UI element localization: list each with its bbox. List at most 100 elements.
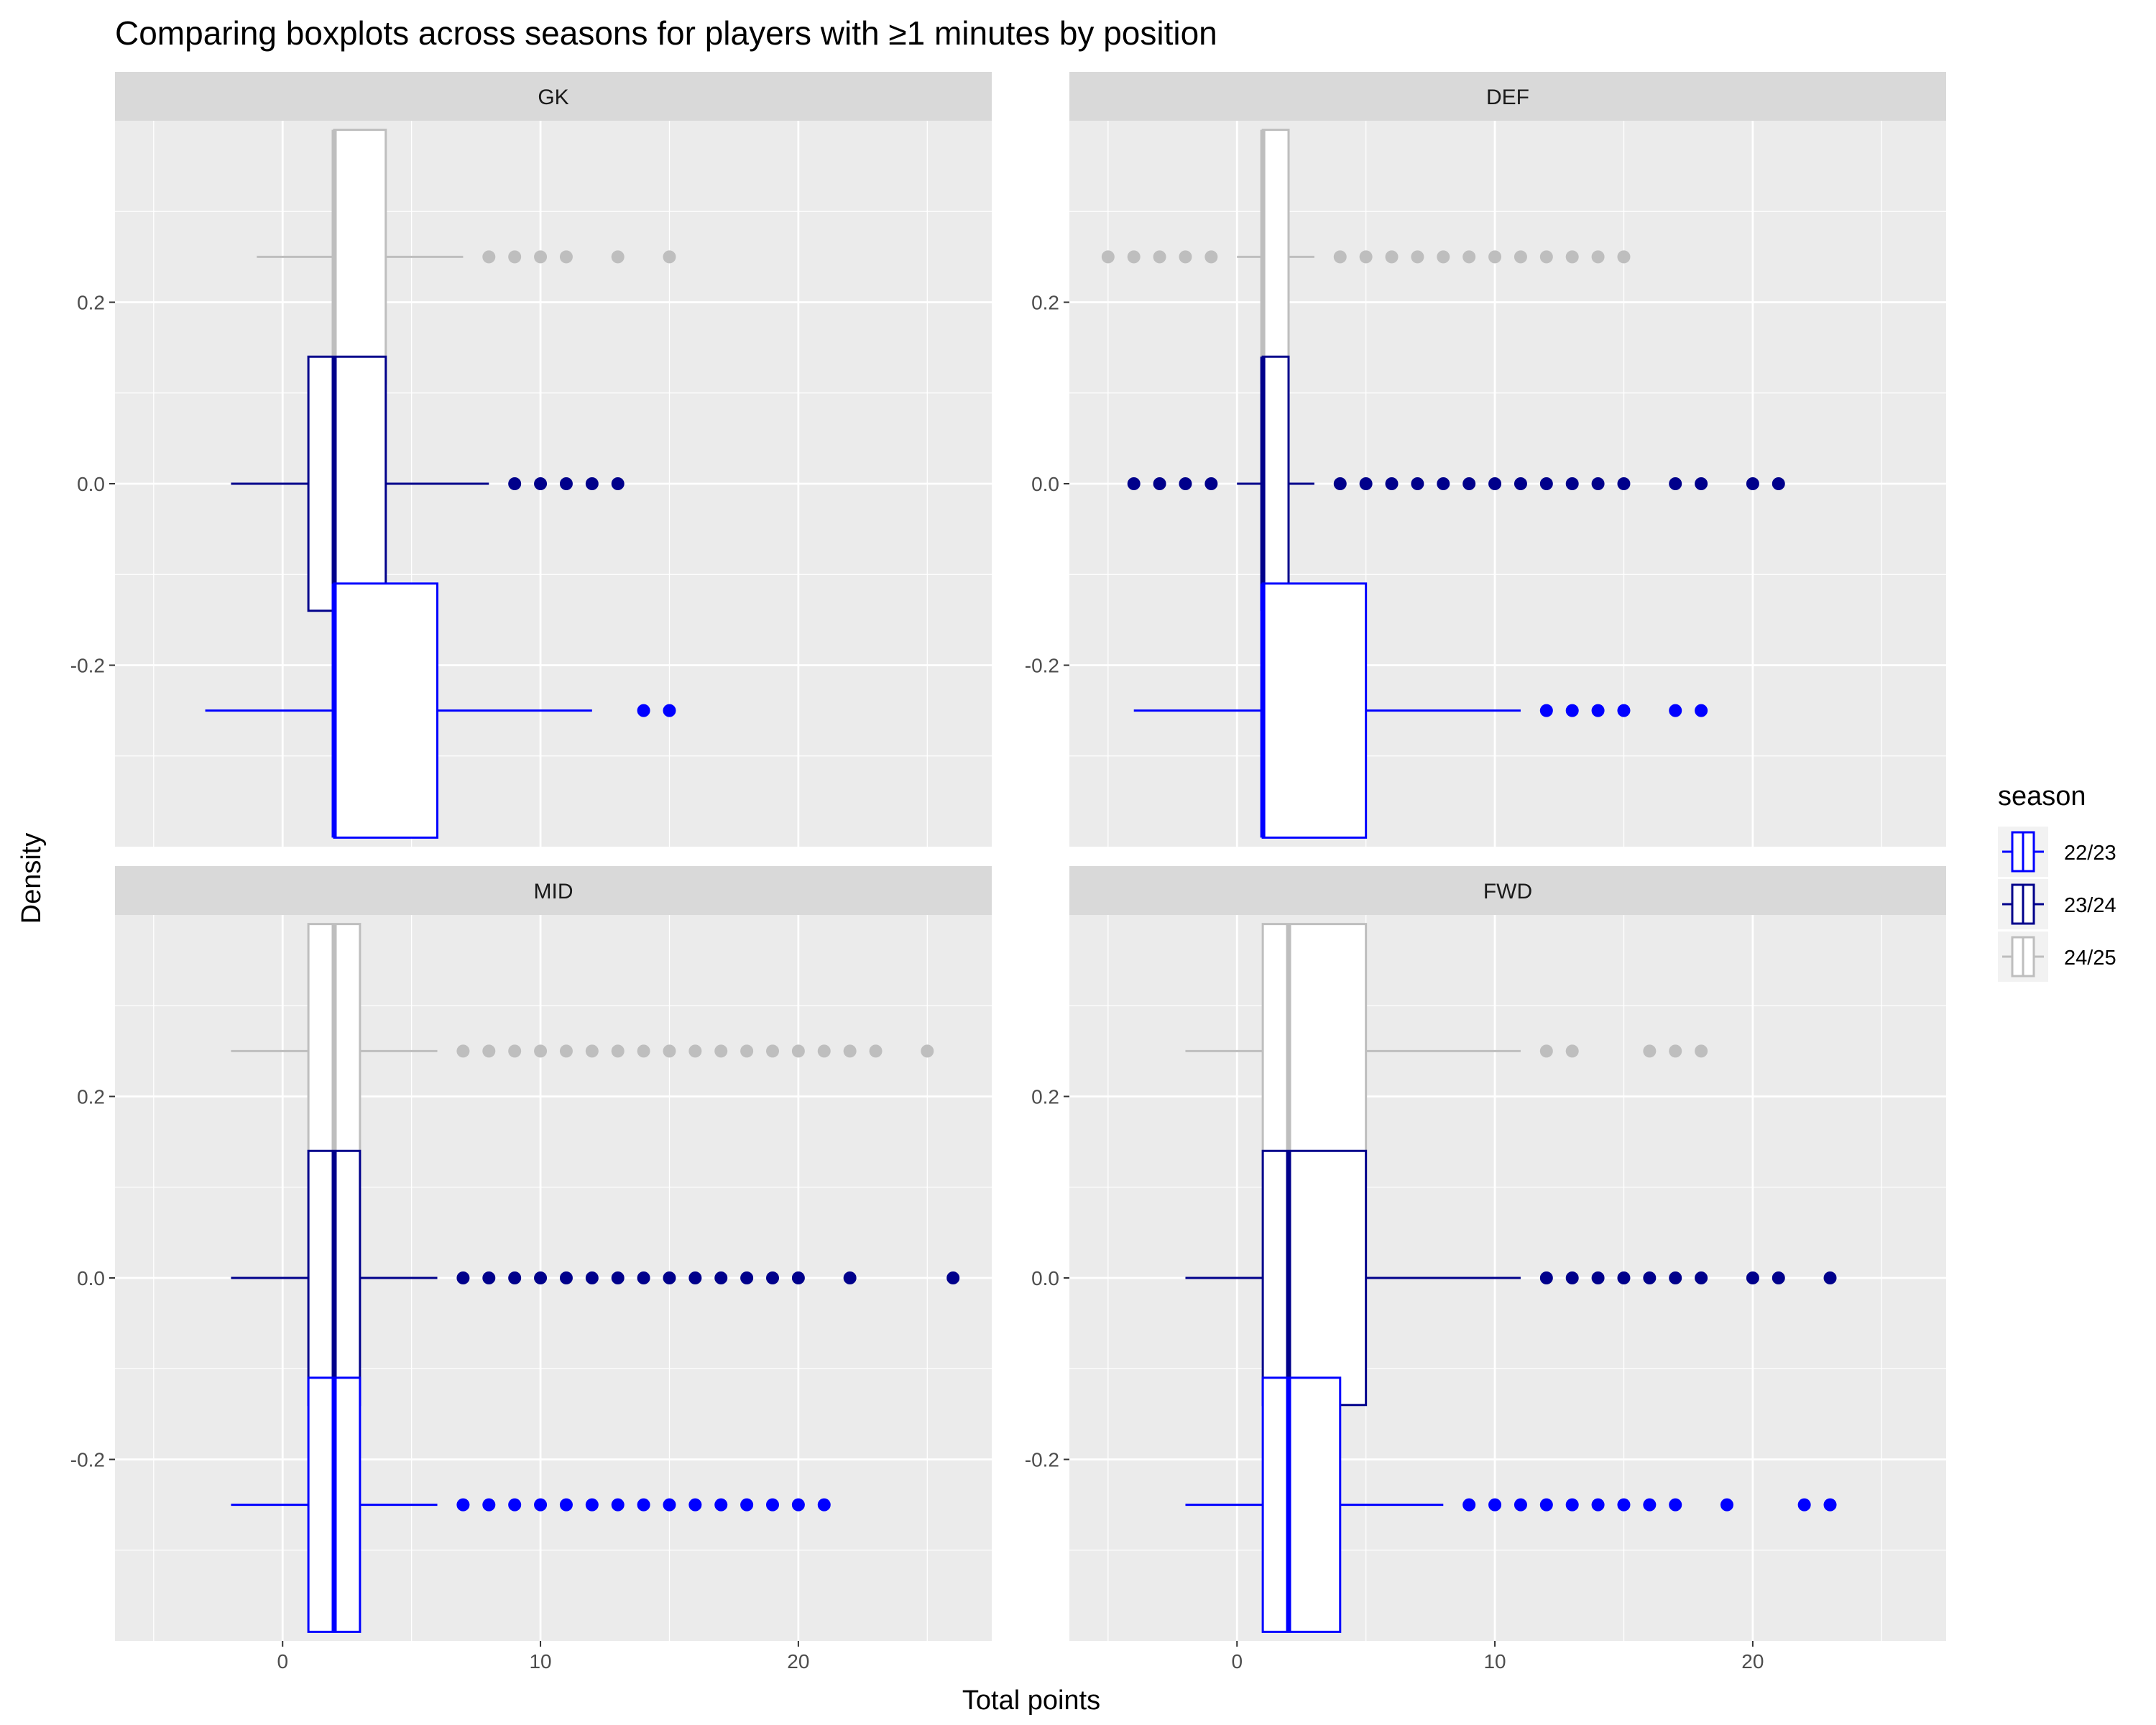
outlier-point — [637, 1271, 650, 1284]
outlier-point — [1669, 477, 1682, 490]
outlier-point — [611, 1498, 625, 1512]
outlier-point — [508, 1044, 522, 1058]
box-iqr — [1261, 923, 1368, 1179]
box-23-24 — [1185, 1149, 1837, 1407]
y-tick-label: -0.2 — [70, 655, 105, 677]
box-iqr — [1261, 355, 1290, 612]
outlier-point — [1591, 1271, 1605, 1284]
outlier-point — [1359, 250, 1373, 264]
y-tick-label: 0.2 — [1031, 292, 1059, 314]
outlier-point — [559, 1044, 573, 1058]
legend-title: season — [1998, 781, 2086, 811]
outlier-point — [1359, 477, 1373, 490]
outlier-point — [1772, 1271, 1785, 1284]
outlier-point — [766, 1271, 779, 1284]
outlier-point — [714, 1271, 728, 1284]
outlier-point — [1591, 250, 1605, 264]
outlier-point — [1539, 250, 1553, 264]
outlier-point — [1437, 477, 1450, 490]
outlier-point — [1514, 1498, 1527, 1512]
box-24-25 — [257, 129, 676, 385]
y-tick-label: 0.0 — [1031, 473, 1059, 495]
y-tick-label: -0.2 — [1025, 1449, 1059, 1471]
box-iqr — [333, 582, 439, 839]
outlier-point — [663, 250, 676, 264]
outlier-point — [1539, 704, 1553, 717]
y-tick-label: 0.0 — [77, 473, 105, 495]
legend-key-24-25: 24/25 — [1998, 932, 2116, 982]
outlier-point — [1591, 1498, 1605, 1512]
y-tick-label: 0.2 — [77, 1086, 105, 1108]
outlier-point — [1462, 477, 1476, 490]
outlier-point — [1617, 477, 1631, 490]
outlier-point — [611, 477, 625, 490]
box-iqr — [1261, 582, 1368, 839]
outlier-point — [1797, 1498, 1811, 1512]
outlier-point — [585, 477, 599, 490]
box-22-23 — [231, 1376, 831, 1633]
outlier-point — [1823, 1271, 1837, 1284]
outlier-point — [1720, 1498, 1733, 1512]
box-24-25 — [1185, 923, 1708, 1179]
outlier-point — [508, 250, 522, 264]
outlier-point — [482, 1044, 496, 1058]
outlier-point — [508, 1271, 522, 1284]
outlier-point — [663, 1271, 676, 1284]
outlier-point — [1591, 704, 1605, 717]
outlier-point — [1462, 250, 1476, 264]
outlier-point — [921, 1044, 934, 1058]
outlier-point — [1153, 477, 1166, 490]
y-tick-label: 0.2 — [77, 292, 105, 314]
outlier-point — [1565, 704, 1579, 717]
box-22-23 — [1133, 582, 1708, 839]
x-tick-label: 10 — [529, 1650, 551, 1673]
outlier-point — [791, 1271, 805, 1284]
outlier-point — [1695, 1044, 1708, 1058]
outlier-point — [1514, 477, 1527, 490]
outlier-point — [456, 1044, 470, 1058]
chart-title: Comparing boxplots across seasons for pl… — [115, 14, 1217, 52]
outlier-point — [482, 250, 496, 264]
outlier-point — [688, 1498, 702, 1512]
outlier-point — [1385, 477, 1399, 490]
box-24-25 — [231, 923, 934, 1179]
outlier-point — [534, 1271, 548, 1284]
outlier-point — [1539, 1271, 1553, 1284]
outlier-point — [611, 1271, 625, 1284]
outlier-point — [1539, 477, 1553, 490]
outlier-point — [1643, 1498, 1657, 1512]
facet-strip-label: GK — [538, 86, 568, 109]
box-24-25 — [1101, 129, 1631, 385]
y-tick-label: 0.0 — [77, 1267, 105, 1289]
outlier-point — [1385, 250, 1399, 264]
outlier-point — [611, 250, 625, 264]
box-iqr — [1261, 1376, 1342, 1633]
outlier-point — [766, 1498, 779, 1512]
outlier-point — [1643, 1044, 1657, 1058]
outlier-point — [1617, 1271, 1631, 1284]
facet-strip — [115, 72, 992, 121]
outlier-point — [1153, 250, 1166, 264]
outlier-point — [1411, 477, 1424, 490]
outlier-point — [1746, 477, 1759, 490]
outlier-point — [817, 1044, 831, 1058]
outlier-point — [1179, 477, 1192, 490]
outlier-point — [637, 1044, 650, 1058]
outlier-point — [637, 704, 650, 717]
outlier-point — [1333, 477, 1347, 490]
box-iqr — [307, 355, 387, 612]
outlier-point — [1695, 1271, 1708, 1284]
facet-strip-label: FWD — [1483, 880, 1532, 903]
x-tick-label: 0 — [1231, 1650, 1243, 1673]
outlier-point — [1695, 704, 1708, 717]
outlier-point — [1823, 1498, 1837, 1512]
outlier-point — [1462, 1498, 1476, 1512]
outlier-point — [1488, 477, 1502, 490]
outlier-point — [611, 1044, 625, 1058]
outlier-point — [791, 1498, 805, 1512]
outlier-point — [1333, 250, 1347, 264]
facet-panel-mid: MID -0.2 0.0 0.2 0 10 20 — [70, 866, 992, 1673]
outlier-point — [1617, 704, 1631, 717]
outlier-point — [585, 1271, 599, 1284]
outlier-point — [740, 1498, 754, 1512]
